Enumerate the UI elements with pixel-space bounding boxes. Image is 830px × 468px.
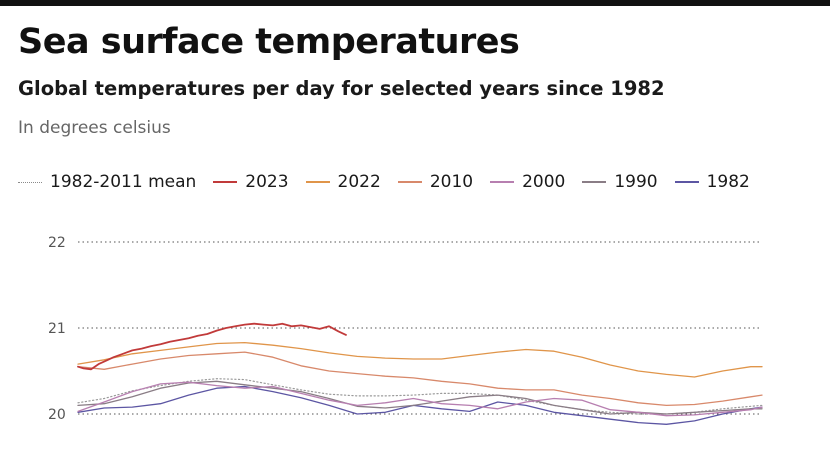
units-label: In degrees celsius <box>18 118 171 138</box>
legend-swatch-2010 <box>397 181 422 183</box>
legend-swatch-mean <box>18 181 42 183</box>
legend-item-mean: 1982-2011 mean <box>18 172 196 192</box>
chart-subtitle: Global temperatures per day for selected… <box>18 77 665 100</box>
series-line-2022 <box>77 341 763 378</box>
series-line-2023 <box>77 322 347 371</box>
legend-item-1982: 1982 <box>674 172 750 192</box>
legend-label-1982: 1982 <box>706 172 750 192</box>
legend-item-2010: 2010 <box>397 172 474 192</box>
legend-swatch-2000 <box>490 181 515 183</box>
legend-item-2023: 2023 <box>213 172 289 192</box>
series-line-1982 <box>77 385 763 425</box>
y-tick-label: 20 <box>48 407 66 423</box>
y-tick-label: 22 <box>48 235 66 251</box>
series-line-2010 <box>77 351 763 407</box>
legend-swatch-1990 <box>582 181 607 183</box>
legend-swatch-2023 <box>213 181 238 183</box>
y-tick-label: 21 <box>48 321 66 337</box>
legend-label-2022: 2022 <box>337 172 381 192</box>
legend-item-1990: 1990 <box>582 172 658 192</box>
chart-title: Sea surface temperatures <box>18 22 520 62</box>
line-chart: 22 21 20 <box>48 235 763 425</box>
series-line-2000 <box>77 381 763 417</box>
legend-label-2010: 2010 <box>429 172 474 192</box>
legend: 1982-2011 mean 2023 2022 2010 2000 1990 … <box>18 172 767 192</box>
legend-label-mean: 1982-2011 mean <box>50 172 197 192</box>
legend-item-2000: 2000 <box>490 172 565 192</box>
top-rule <box>0 0 830 6</box>
legend-swatch-2022 <box>305 181 330 183</box>
legend-label-1990: 1990 <box>614 172 658 192</box>
legend-swatch-1982 <box>674 181 699 183</box>
legend-item-2022: 2022 <box>305 172 381 192</box>
legend-label-2023: 2023 <box>245 172 289 192</box>
legend-label-2000: 2000 <box>522 172 566 192</box>
